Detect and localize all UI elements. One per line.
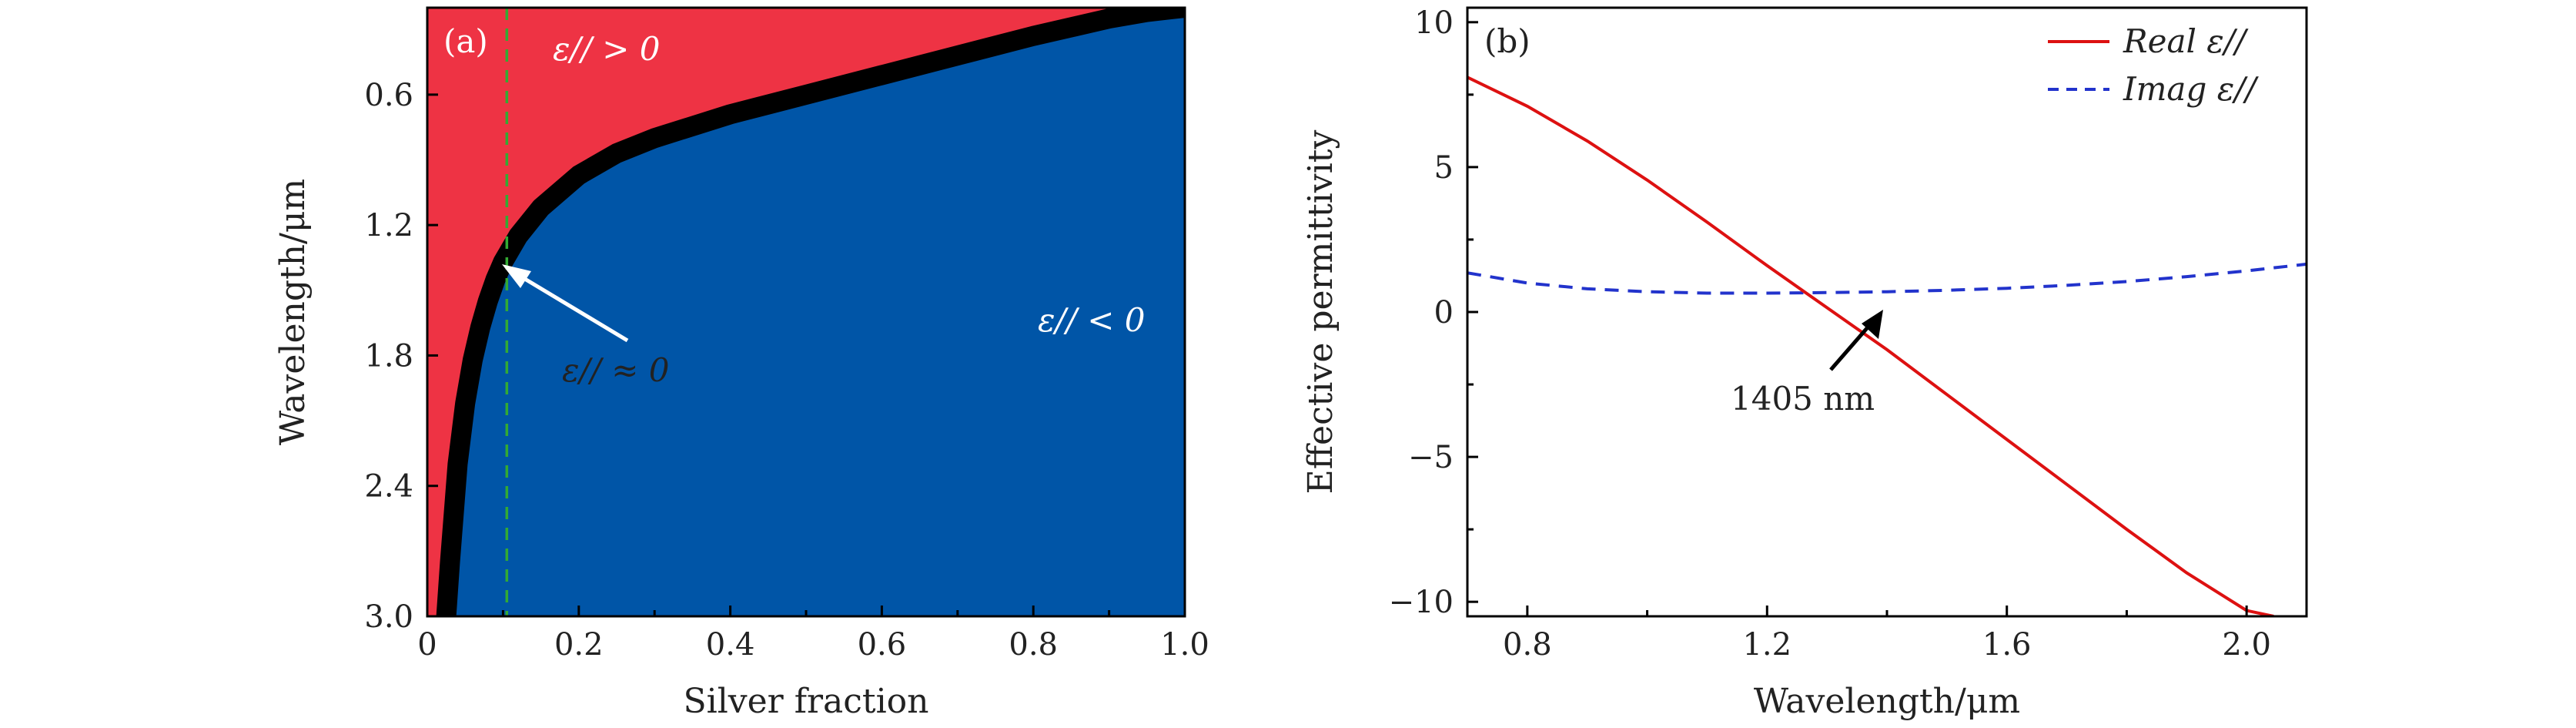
b-y-tick-label: 0	[1434, 295, 1454, 330]
crossing-annotation: 1405 nm	[1731, 380, 1875, 418]
negative-region	[446, 8, 1185, 616]
a-x-tick-label: 0.6	[858, 627, 907, 663]
b-x-tick-label: 1.6	[1982, 627, 2032, 663]
b-x-tick-label: 1.2	[1742, 627, 1791, 663]
crossing-arrow	[1829, 310, 1883, 371]
legend-real-label: Real ε//	[2123, 22, 2249, 60]
panel-b: 0.8 1.2 1.6 2.0 10 5 0 −5 −10 (b) Real ε// Imag…	[1301, 5, 2308, 721]
panel-b-ylabel: Effective permittivity	[1301, 130, 1340, 495]
a-x-tick-label: 0.4	[706, 627, 755, 663]
a-y-tick-label: 1.8	[364, 338, 413, 374]
a-y-tick-label: 1.2	[364, 208, 413, 243]
panel-a-ylabel: Wavelength/μm	[273, 179, 313, 445]
b-y-tick-label: 5	[1434, 150, 1454, 186]
panel-a-xlabel: Silver fraction	[684, 682, 929, 721]
a-y-tick-label: 2.4	[364, 469, 413, 505]
a-x-tick-label: 0	[417, 627, 437, 663]
a-y-tick-label: 0.6	[364, 78, 413, 113]
b-x-tick-label: 0.8	[1503, 627, 1552, 663]
negative-region-label: ε// < 0	[1038, 301, 1145, 339]
a-x-tick-label: 1.0	[1160, 627, 1209, 663]
zero-boundary-line	[436, 8, 1185, 616]
legend-imag-label: Imag ε//	[2123, 70, 2259, 108]
legend: Real ε// Imag ε//	[2048, 22, 2259, 108]
real-permittivity-line	[1467, 75, 2274, 616]
b-y-tick-label: −10	[1389, 585, 1454, 620]
panel-b-xlabel: Wavelength/μm	[1754, 682, 2020, 721]
a-y-tick-label: 3.0	[364, 599, 413, 635]
zero-region-label: ε// ≈ 0	[562, 351, 669, 389]
panel-a-label: (a)	[443, 22, 488, 60]
a-x-tick-label: 0.2	[554, 627, 604, 663]
imag-permittivity-line	[1467, 262, 2307, 295]
b-x-tick-label: 2.0	[2222, 627, 2271, 663]
zero-arrow	[502, 264, 629, 343]
b-y-tick-label: −5	[1408, 440, 1454, 475]
a-x-tick-label: 0.8	[1009, 627, 1058, 663]
panel-b-label: (b)	[1484, 22, 1531, 60]
panel-a: 0 0.2 0.4 0.6 0.8 1.0 0.6 1.2 1.8 2.4 3.0 (a) ε//…	[273, 6, 1209, 721]
b-y-tick-label: 10	[1414, 5, 1454, 41]
positive-region-label: ε// > 0	[553, 30, 660, 68]
